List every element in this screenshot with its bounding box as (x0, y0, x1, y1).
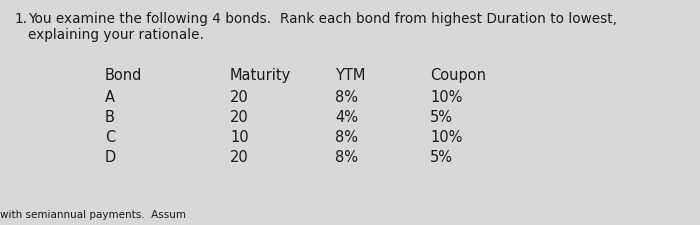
Text: 20: 20 (230, 149, 248, 164)
Text: with semiannual payments.  Assum: with semiannual payments. Assum (0, 209, 186, 219)
Text: YTM: YTM (335, 68, 365, 83)
Text: D: D (105, 149, 116, 164)
Text: 5%: 5% (430, 110, 453, 124)
Text: 20: 20 (230, 90, 248, 105)
Text: 4%: 4% (335, 110, 358, 124)
Text: 10: 10 (230, 129, 248, 144)
Text: 8%: 8% (335, 129, 358, 144)
Text: 8%: 8% (335, 149, 358, 164)
Text: 5%: 5% (430, 149, 453, 164)
Text: 10%: 10% (430, 90, 463, 105)
Text: Coupon: Coupon (430, 68, 486, 83)
Text: Bond: Bond (105, 68, 142, 83)
Text: A: A (105, 90, 115, 105)
Text: explaining your rationale.: explaining your rationale. (28, 28, 204, 42)
Text: 1.: 1. (15, 12, 28, 26)
Text: 10%: 10% (430, 129, 463, 144)
Text: 20: 20 (230, 110, 248, 124)
Text: Maturity: Maturity (230, 68, 291, 83)
Text: C: C (105, 129, 116, 144)
Text: B: B (105, 110, 115, 124)
Text: You examine the following 4 bonds.  Rank each bond from highest Duration to lowe: You examine the following 4 bonds. Rank … (28, 12, 617, 26)
Text: 8%: 8% (335, 90, 358, 105)
